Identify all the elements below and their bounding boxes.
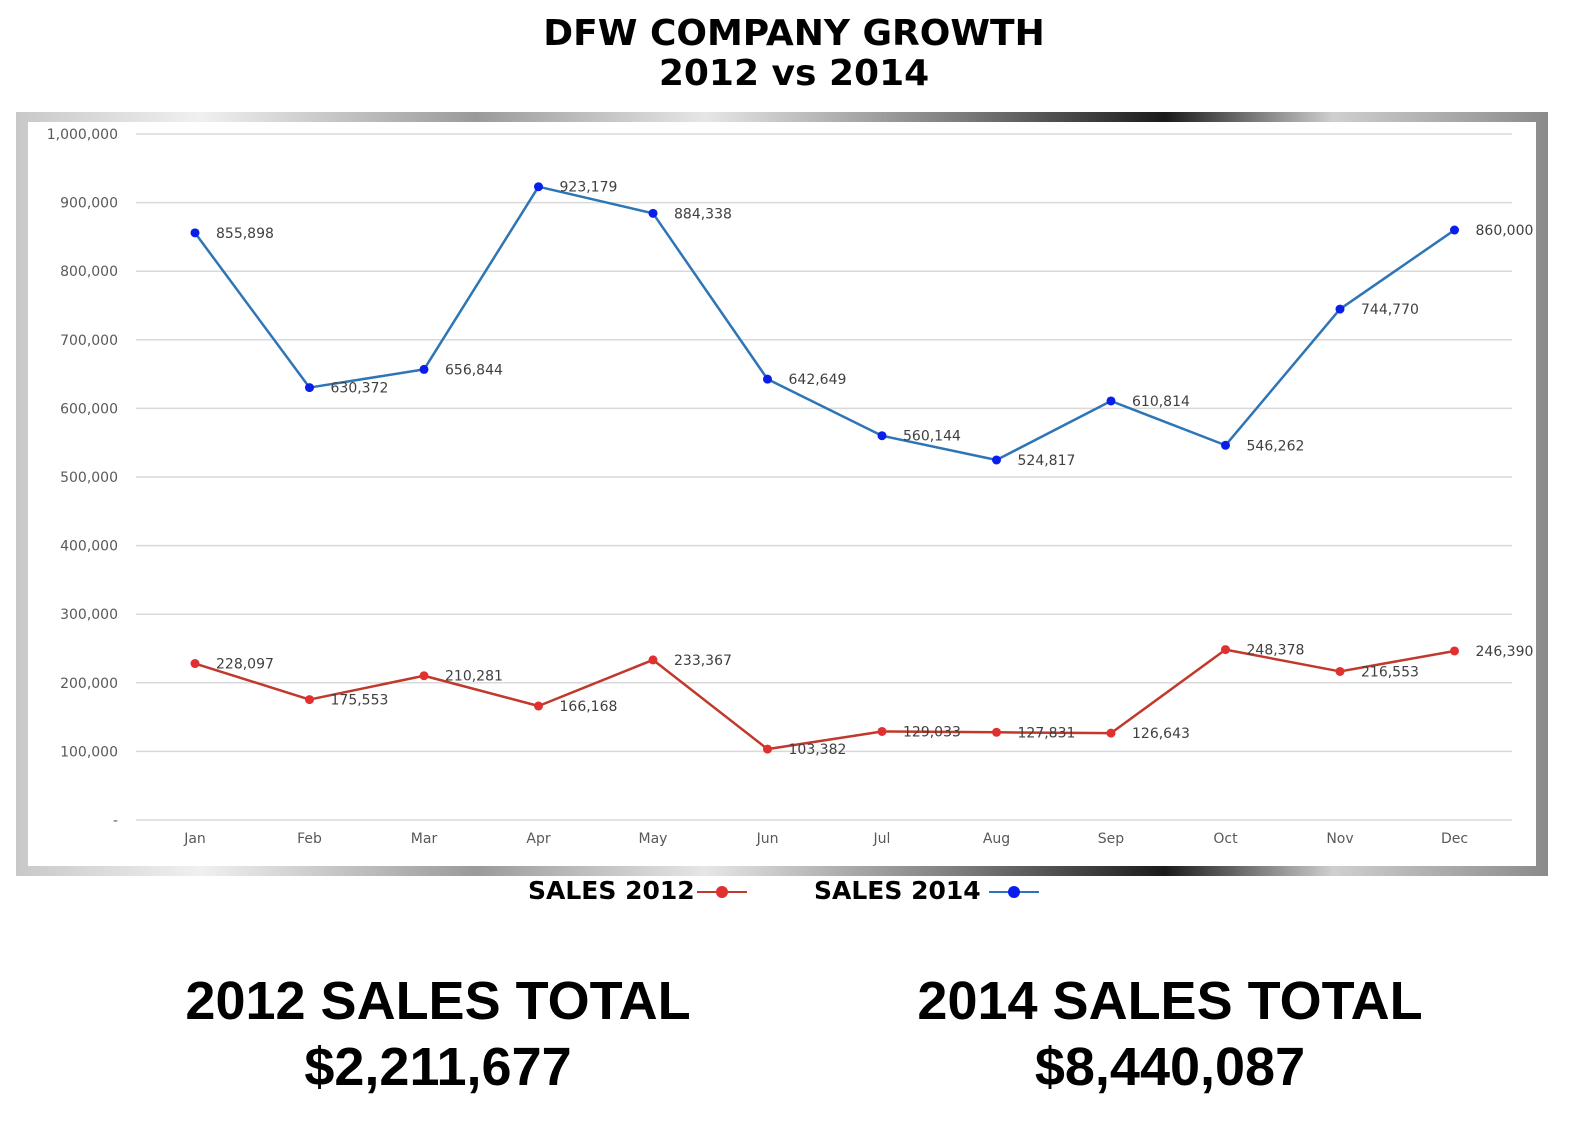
- total-2014-label: 2014 SALES TOTAL: [917, 971, 1423, 1031]
- y-tick-label: 100,000: [60, 744, 118, 760]
- data-point: [1106, 728, 1116, 738]
- legend-item-2014: SALES 2014: [814, 876, 1039, 905]
- data-point: [534, 182, 543, 192]
- series-line: [193, 185, 1456, 462]
- data-point: [763, 374, 772, 384]
- x-tick-label: Sep: [1098, 831, 1125, 847]
- legend-marker-2012: [696, 881, 747, 901]
- y-tick-label: 300,000: [60, 607, 118, 623]
- legend-marker-2014: [988, 881, 1039, 901]
- data-label: 127,831: [1018, 725, 1076, 741]
- legend-label-2014: SALES 2014: [814, 876, 981, 905]
- data-point: [1335, 304, 1345, 314]
- x-tick-label: Feb: [297, 831, 322, 847]
- data-label: 210,281: [445, 669, 503, 685]
- x-tick-label: Aug: [983, 831, 1010, 847]
- data-label: 642,649: [789, 372, 847, 388]
- data-label: 103,382: [789, 742, 847, 758]
- line-chart: - 100,000 200,000 300,000 400,000 500,000 600,…: [47, 127, 1534, 847]
- y-tick-label: 800,000: [60, 264, 118, 280]
- x-tick-label: Jun: [756, 831, 779, 847]
- series-line: [194, 648, 1455, 751]
- x-tick-label: Oct: [1213, 831, 1238, 847]
- data-label: 129,033: [903, 724, 961, 740]
- y-tick-label: 700,000: [60, 333, 118, 349]
- y-tick-label: 500,000: [60, 470, 118, 486]
- data-label: 630,372: [331, 381, 389, 397]
- y-tick-label: 400,000: [60, 539, 118, 555]
- data-label: 884,338: [674, 206, 732, 222]
- chart-area: - 100,000 200,000 300,000 400,000 500,000 600,…: [28, 122, 1536, 866]
- data-label: 248,378: [1247, 643, 1305, 659]
- x-tick-label: Dec: [1441, 831, 1468, 847]
- data-point: [648, 208, 658, 218]
- total-2012-label: 2012 SALES TOTAL: [185, 971, 691, 1031]
- data-point: [190, 659, 200, 669]
- data-label: 656,844: [445, 362, 503, 378]
- y-tick-label: 1,000,000: [47, 127, 118, 143]
- data-label: 175,553: [331, 693, 389, 709]
- title-line-2: 2012 vs 2014: [658, 53, 930, 94]
- data-point: [305, 383, 314, 393]
- data-point: [305, 695, 314, 705]
- data-label: 546,262: [1247, 438, 1305, 454]
- total-2012-value: $2,211,677: [304, 1037, 572, 1097]
- data-point: [190, 228, 200, 238]
- x-tick-label: Mar: [411, 831, 438, 847]
- data-point: [419, 671, 429, 681]
- total-2014: 2014 SALES TOTAL $8,440,087: [820, 968, 1520, 1100]
- x-tick-label: Jul: [873, 831, 891, 847]
- data-label: 860,000: [1476, 223, 1534, 239]
- data-point: [1335, 666, 1345, 676]
- total-2012: 2012 SALES TOTAL $2,211,677: [88, 968, 788, 1100]
- chart-legend: SALES 2012 SALES 2014: [0, 876, 1588, 916]
- y-tick-label: 600,000: [60, 401, 118, 417]
- x-tick-label: Nov: [1326, 831, 1353, 847]
- data-label: 233,367: [674, 653, 732, 669]
- x-tick-label: Jan: [183, 831, 206, 847]
- data-point: [992, 727, 1001, 737]
- data-label: 166,168: [560, 699, 618, 715]
- chart-title: DFW COMPANY GROWTH 2012 vs 2014: [0, 14, 1588, 94]
- data-point: [992, 455, 1001, 465]
- data-label: 524,817: [1018, 453, 1076, 469]
- legend-label-2012: SALES 2012: [528, 876, 695, 905]
- chart-frame: - 100,000 200,000 300,000 400,000 500,000 600,…: [16, 112, 1548, 876]
- data-point: [1450, 646, 1459, 656]
- data-label: 744,770: [1361, 302, 1419, 318]
- data-point: [763, 744, 772, 754]
- data-label: 560,144: [903, 429, 961, 445]
- y-tick-label: 200,000: [60, 676, 118, 692]
- x-tick-label: May: [639, 831, 668, 847]
- data-label: 610,814: [1132, 394, 1190, 410]
- y-tick-label: 900,000: [60, 196, 118, 212]
- data-label: 228,097: [216, 657, 274, 673]
- data-label: 126,643: [1132, 726, 1190, 742]
- data-label: 246,390: [1476, 644, 1534, 660]
- data-point: [877, 726, 887, 736]
- data-point: [1221, 645, 1230, 655]
- data-label: 923,179: [560, 180, 618, 196]
- data-point: [648, 655, 658, 665]
- y-tick-label: -: [113, 813, 118, 829]
- data-point: [1106, 396, 1116, 406]
- total-2014-value: $8,440,087: [1034, 1037, 1306, 1097]
- title-line-1: DFW COMPANY GROWTH: [543, 13, 1045, 54]
- data-point: [877, 431, 887, 441]
- x-tick-label: Apr: [526, 831, 550, 847]
- data-point: [1221, 440, 1230, 450]
- data-point: [419, 364, 429, 374]
- data-point: [1450, 225, 1459, 235]
- legend-item-2012: SALES 2012: [528, 876, 747, 905]
- data-label: 216,553: [1361, 664, 1419, 680]
- data-point: [534, 701, 543, 711]
- data-label: 855,898: [216, 226, 274, 242]
